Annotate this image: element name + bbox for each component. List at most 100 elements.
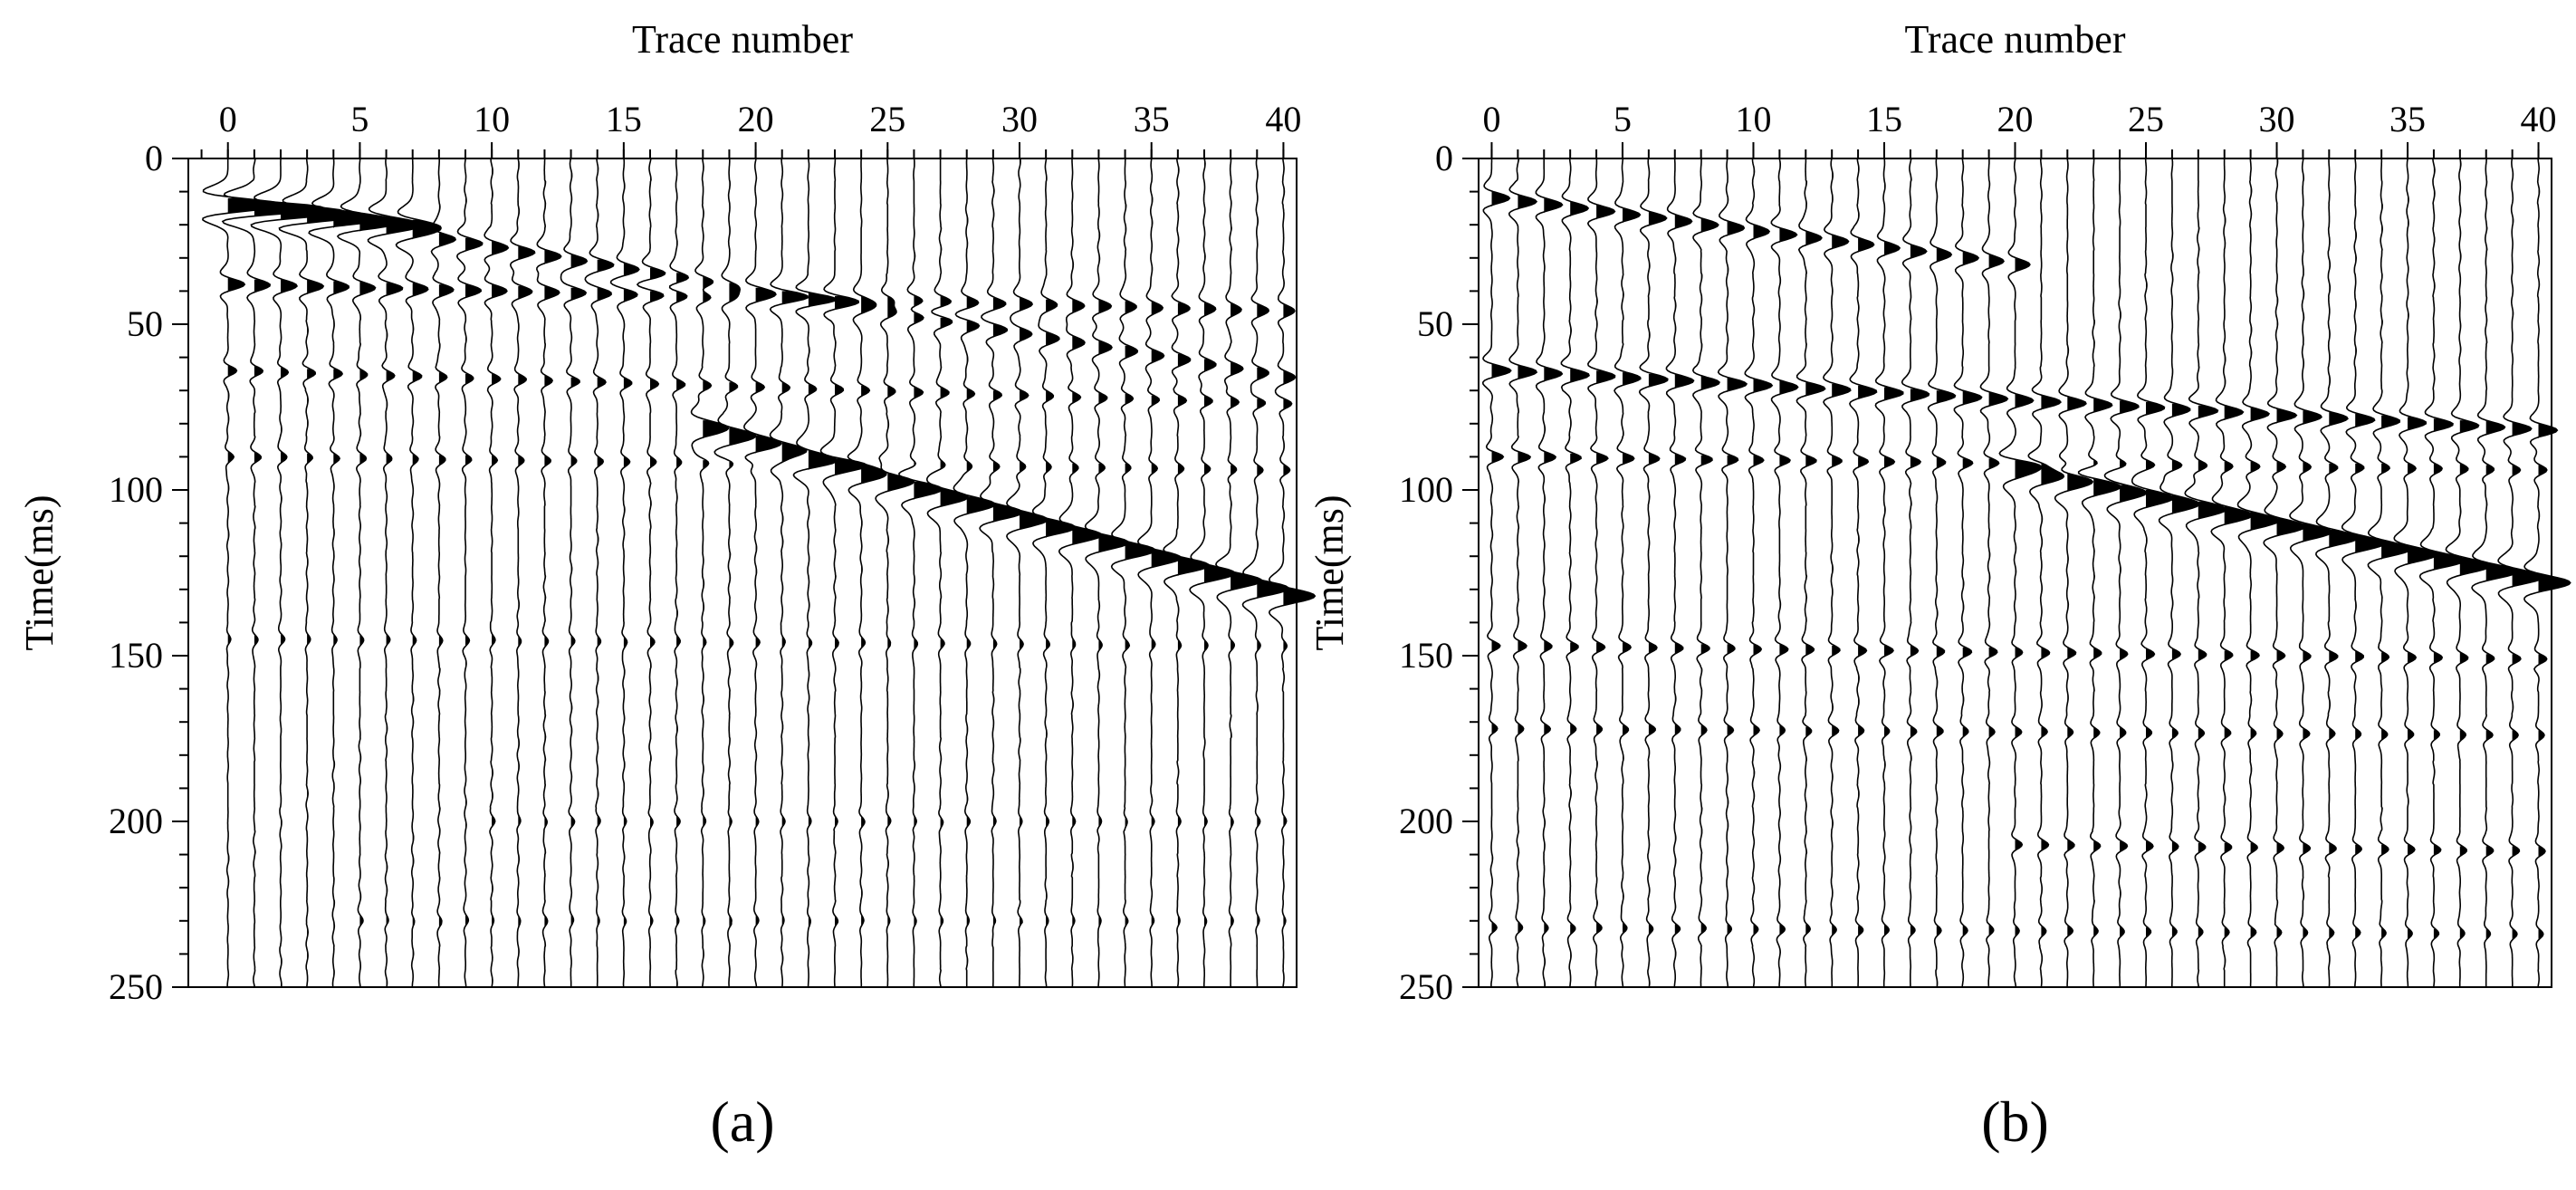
trace-fill [650,158,666,987]
trace-wiggle [1241,158,1289,988]
y-tick-label: 150 [109,635,163,676]
x-tick-label: 5 [350,99,369,139]
trace-fill [1962,161,1982,984]
x-tick-label: 40 [2521,99,2557,139]
trace-fill [887,165,915,986]
trace-wiggle [713,158,757,988]
trace-fill [1674,161,1694,984]
trace-fill [1072,167,1102,987]
trace-wiggle [560,158,589,987]
trace-fill [1257,169,1288,988]
trace-wiggle [1215,158,1263,988]
trace-fill [1727,158,1747,987]
trace-wiggle [1953,158,1983,988]
trace-fill [1046,158,1076,987]
x-tick-label: 15 [606,99,642,139]
x-tick-label: 10 [1735,99,1771,139]
y-tick-label: 250 [1399,966,1453,1007]
x-tick-label: 15 [1866,99,1902,139]
trace-wiggle [2289,158,2333,988]
panel-a-frame [187,158,1298,988]
trace-wiggle [430,158,457,988]
trace-fill [623,158,639,979]
trace-wiggle [1614,158,1642,988]
trace-fill [1020,158,1048,979]
trace-wiggle [979,158,1023,987]
y-tick-label: 200 [109,801,163,841]
trace-wiggle [925,158,969,988]
trace-fill [2146,165,2174,986]
trace-wiggle [742,158,782,988]
trace-fill [1832,169,1851,988]
trace-fill [2093,158,2121,987]
trace-wiggle [395,158,442,988]
trace-fill [2459,158,2491,981]
trace-wiggle [2210,158,2254,987]
x-tick-label: 5 [1614,99,1632,139]
panel-a-traces [202,158,1317,988]
y-tick-label: 100 [1399,469,1453,510]
trace-wiggle [2263,158,2307,987]
x-tick-label: 35 [1134,99,1170,139]
x-tick-label: 20 [738,99,774,139]
trace-fill [333,158,384,979]
trace-wiggle [509,158,536,987]
trace-fill [227,197,285,981]
trace-wiggle [769,158,809,988]
trace-wiggle [609,158,640,987]
trace-fill [914,158,943,981]
trace-fill [1648,168,1668,987]
trace-wiggle [1874,158,1904,988]
trace-fill [544,158,561,987]
x-tick-label: 10 [474,99,510,139]
trace-wiggle [1031,158,1077,988]
trace-fill [1544,169,1563,988]
panel-b-y-ticks: 0 50 100 150 200 250 [1399,138,1479,1007]
trace-wiggle [1665,158,1695,988]
x-tick-label: 25 [869,99,905,139]
trace-fill [1700,158,1719,977]
trace-wiggle [1508,158,1538,988]
panel-a-x-ticks: 0 5 10 15 20 25 30 35 40 [200,99,1301,158]
trace-wiggle [819,158,868,988]
trace-fill [1936,168,1956,987]
trace-wiggle [1136,158,1183,987]
trace-fill [2485,158,2518,987]
trace-wiggle [1979,158,2009,988]
panel-a-x-axis-label: Trace number [632,17,853,62]
trace-wiggle [1638,158,1669,988]
trace-wiggle [221,158,328,988]
trace-fill [1858,163,1877,986]
trace-fill [1910,158,1930,987]
trace-fill [992,163,1022,984]
trace-wiggle [2077,158,2122,988]
trace-wiggle [336,158,405,988]
x-tick-label: 40 [1265,99,1301,139]
trace-wiggle [1163,158,1210,988]
trace-fill [597,163,614,986]
trace-wiggle [484,158,510,988]
trace-fill [2355,159,2385,983]
trace-fill [2120,158,2147,987]
trace-wiggle [1691,158,1721,988]
trace-wiggle [2367,158,2412,988]
trace-fill [2224,168,2253,987]
trace-wiggle [1770,158,1799,987]
trace-fill [729,158,756,977]
trace-wiggle [2184,158,2227,988]
y-tick-label: 50 [1417,303,1453,344]
x-tick-label: 30 [2259,99,2295,139]
panel-b-y-axis-label: Time(ms) [1307,495,1352,651]
trace-fill [2067,159,2093,983]
trace-fill [2512,169,2543,988]
trace-fill [703,161,729,984]
panel-b-x-ticks: 0 5 10 15 20 25 30 35 40 [1482,99,2557,158]
trace-fill [1491,191,1511,981]
trace-fill [2015,158,2042,987]
y-tick-label: 250 [109,966,163,1007]
trace-wiggle [1110,158,1156,988]
panel-a: 0 5 10 15 20 25 30 35 40 0 50 100 150 200 250 Trace n… [17,17,1317,1154]
trace-wiggle [455,158,484,988]
trace-wiggle [1823,158,1852,987]
